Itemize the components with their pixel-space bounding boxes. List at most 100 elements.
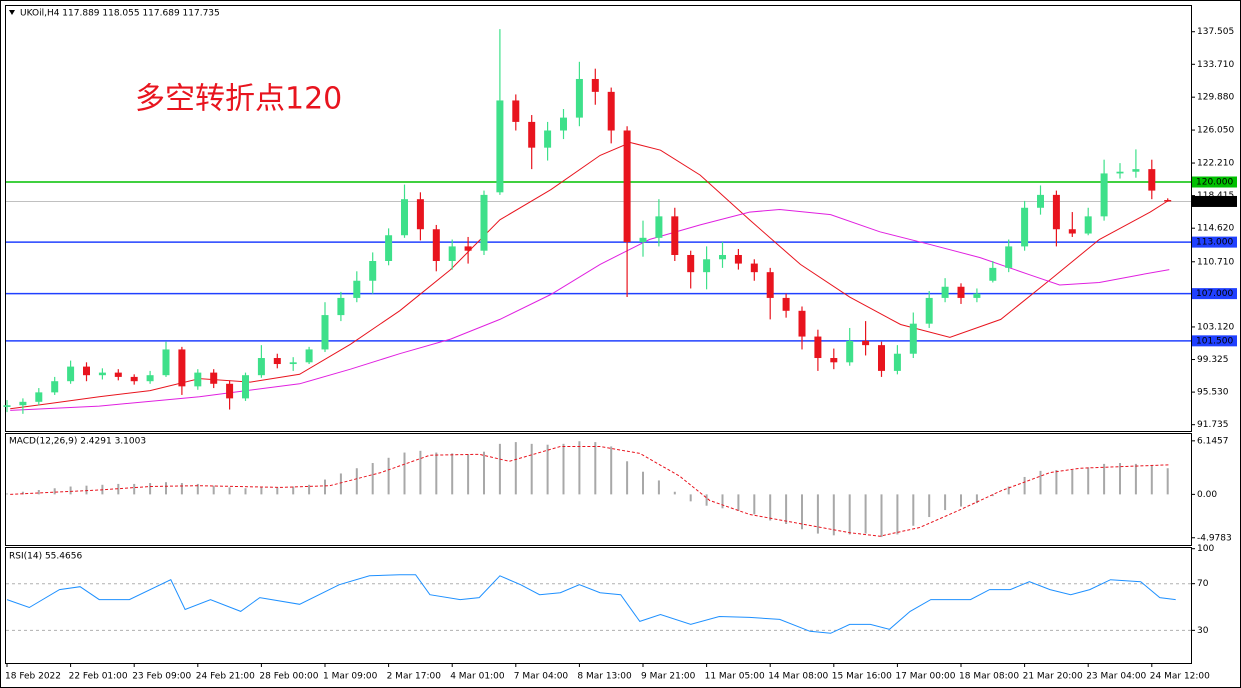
candle-body <box>162 349 170 376</box>
histogram-bar <box>673 491 676 495</box>
x-tick-label: 14 Mar 08:00 <box>768 672 828 682</box>
histogram-bar <box>944 494 947 511</box>
histogram-bar <box>1134 463 1137 495</box>
x-tick-label: 23 Feb 09:00 <box>132 672 191 682</box>
y-tick-label: 91.735 <box>1197 420 1229 430</box>
histogram-bar <box>1039 470 1042 495</box>
candle-body <box>305 349 313 363</box>
histogram-bar <box>260 487 263 495</box>
x-tick-label: 17 Mar 00:00 <box>895 672 955 682</box>
histogram-bar <box>1166 468 1169 495</box>
histogram-bar <box>912 494 915 526</box>
x-tick-label: 4 Mar 01:00 <box>450 672 505 682</box>
level-tag-label: 113.000 <box>1196 238 1233 248</box>
histogram-bar <box>960 494 962 507</box>
level-tag <box>1192 288 1237 300</box>
histogram-bar <box>880 494 883 538</box>
candle-body <box>1021 207 1029 247</box>
histogram-bar <box>975 494 978 504</box>
candle-body <box>544 130 552 148</box>
y-tick-label: 122.210 <box>1197 159 1234 169</box>
candle-body <box>35 392 43 402</box>
candle-body <box>1116 171 1124 174</box>
candle-body <box>194 372 202 387</box>
histogram-bar <box>801 494 803 530</box>
price-tag-label: 117.735 <box>1196 197 1233 207</box>
candle-body <box>893 353 901 371</box>
candle-body <box>560 117 567 131</box>
histogram-bar <box>832 494 835 536</box>
candle-body <box>782 297 790 311</box>
y-tick-label: 100 <box>1197 544 1214 554</box>
candle-body <box>210 372 218 384</box>
histogram-bar <box>642 471 644 495</box>
candle-body <box>607 91 615 131</box>
candle-body <box>130 376 138 382</box>
candle-body <box>1005 246 1013 268</box>
x-tick-label: 18 Mar 08:00 <box>959 672 1019 682</box>
histogram-bar <box>753 494 756 515</box>
histogram-bar <box>1119 463 1121 495</box>
histogram-bar <box>1055 469 1058 495</box>
histogram-bar <box>451 453 454 495</box>
y-tick-label: 133.710 <box>1197 60 1234 70</box>
histogram-bar <box>292 486 295 495</box>
histogram-bar <box>21 491 24 495</box>
candle-body <box>114 372 122 377</box>
candle-body <box>1148 169 1156 191</box>
x-tick-label: 24 Feb 21:00 <box>196 672 255 682</box>
histogram-bar <box>37 490 40 495</box>
histogram-bar <box>1150 465 1153 495</box>
candle-body <box>798 310 806 337</box>
x-tick-label: 2 Mar 17:00 <box>387 672 442 682</box>
macd-title: MACD(12,26,9) 2.4291 3.1003 <box>9 437 146 447</box>
candle-body <box>242 375 249 399</box>
histogram-bar <box>721 494 724 509</box>
candle-body <box>1132 169 1140 172</box>
histogram-bar <box>419 450 422 495</box>
histogram-bar <box>308 484 311 495</box>
histogram-bar <box>324 479 326 495</box>
candle-body <box>321 315 329 350</box>
histogram-bar <box>737 494 740 511</box>
histogram-bar <box>149 483 152 495</box>
histogram-bar <box>498 443 501 495</box>
candle-body <box>830 358 838 363</box>
x-tick-label: 11 Mar 05:00 <box>705 672 765 682</box>
histogram-bar <box>1007 486 1010 495</box>
candle-body <box>1052 194 1060 230</box>
histogram-bar <box>117 483 120 495</box>
candle-body <box>766 272 774 298</box>
y-tick-label: 70 <box>1197 579 1209 589</box>
x-tick-label: 9 Mar 21:00 <box>641 672 696 682</box>
macd-panel <box>5 433 1192 546</box>
candle-body <box>178 349 186 387</box>
histogram-bar <box>133 483 136 495</box>
menu-arrow[interactable] <box>9 10 15 15</box>
y-tick-label: 126.050 <box>1197 126 1234 136</box>
y-tick-label: 137.505 <box>1197 27 1234 37</box>
candle-body <box>1084 216 1092 234</box>
candle-body <box>448 246 456 261</box>
x-tick-label: 15 Mar 16:00 <box>832 672 892 682</box>
histogram-bar <box>896 494 899 535</box>
histogram-bar <box>228 487 231 495</box>
candle-body <box>289 362 297 365</box>
x-tick-label: 24 Mar 12:00 <box>1150 672 1210 682</box>
candle-body <box>67 366 75 382</box>
candle-body <box>878 345 885 371</box>
x-tick-label: 22 Feb 01:00 <box>69 672 128 682</box>
x-tick-label: 23 Mar 04:00 <box>1086 672 1146 682</box>
candle-body <box>623 130 631 243</box>
y-tick-label: -4.9783 <box>1197 533 1232 543</box>
candle-body <box>83 366 90 376</box>
y-tick-label: 114.620 <box>1197 224 1234 234</box>
candle-body <box>146 375 154 382</box>
rsi-panel <box>5 547 1192 664</box>
candle-body <box>703 259 711 273</box>
histogram-bar <box>785 494 788 525</box>
annotation: 多空转折点120 <box>135 82 342 117</box>
y-tick-label: 103.120 <box>1197 322 1234 332</box>
level-tag-label: 101.500 <box>1196 336 1233 346</box>
